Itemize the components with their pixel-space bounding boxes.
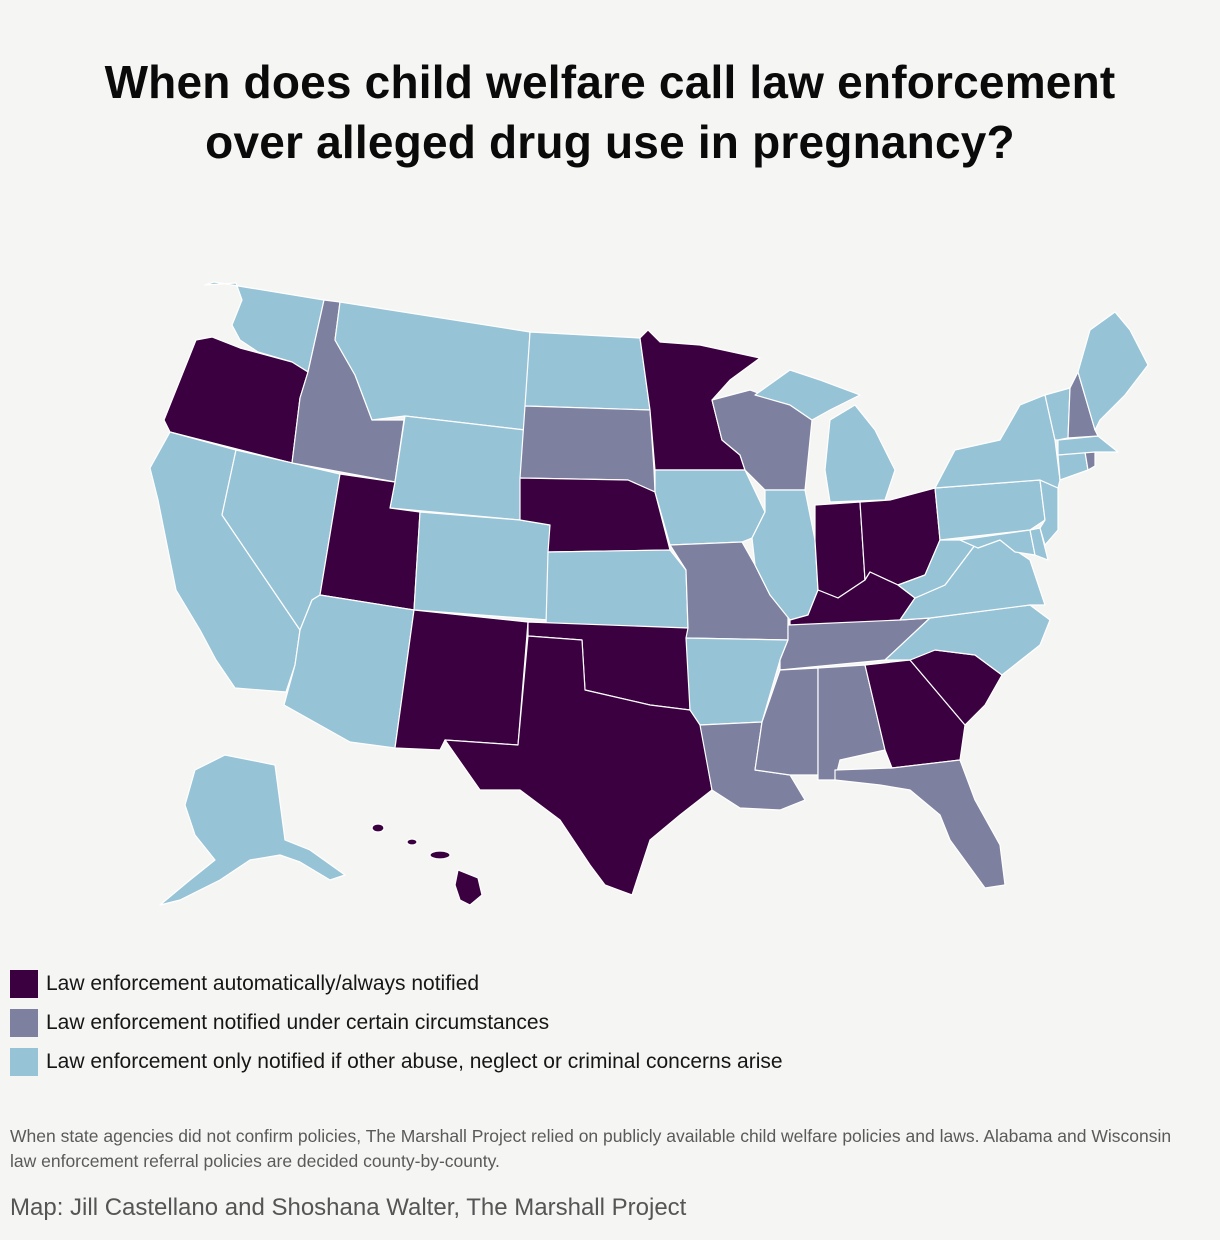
legend: Law enforcement automatically/always not… xyxy=(10,970,783,1087)
title-line-2: over alleged drug use in pregnancy? xyxy=(205,116,1015,168)
state-connecticut[interactable] xyxy=(1057,451,1089,481)
state-hawaii[interactable] xyxy=(371,823,483,906)
state-colorado[interactable] xyxy=(413,511,551,621)
legend-label-always: Law enforcement automatically/always not… xyxy=(46,972,480,995)
state-wyoming[interactable] xyxy=(389,415,526,521)
legend-swatch-other xyxy=(10,1048,38,1076)
legend-item-certain: Law enforcement notified under certain c… xyxy=(10,1009,783,1037)
state-michigan[interactable] xyxy=(824,404,896,503)
legend-item-other: Law enforcement only notified if other a… xyxy=(10,1048,783,1076)
map-credit: Map: Jill Castellano and Shoshana Walter… xyxy=(10,1194,687,1221)
state-iowa[interactable] xyxy=(654,469,766,546)
state-florida[interactable] xyxy=(834,759,1006,889)
state-north-dakota[interactable] xyxy=(524,331,651,411)
state-new-hampshire[interactable] xyxy=(1067,371,1099,439)
title-line-1: When does child welfare call law enforce… xyxy=(104,56,1116,108)
state-new-mexico[interactable] xyxy=(394,609,529,751)
methodology-note: When state agencies did not confirm poli… xyxy=(10,1126,1172,1171)
page-title: When does child welfare call law enforce… xyxy=(0,52,1220,172)
state-delaware[interactable] xyxy=(1029,527,1049,561)
state-kansas[interactable] xyxy=(545,549,689,629)
state-washington[interactable] xyxy=(204,281,325,373)
state-michigan-upper[interactable] xyxy=(754,369,861,421)
legend-label-other: Law enforcement only notified if other a… xyxy=(46,1050,783,1073)
legend-swatch-always xyxy=(10,970,38,998)
state-texas[interactable] xyxy=(444,635,713,896)
state-vermont[interactable] xyxy=(1044,387,1071,441)
state-indiana[interactable] xyxy=(814,501,866,599)
state-maine[interactable] xyxy=(1077,311,1149,431)
us-map-svg xyxy=(149,281,1149,906)
state-alaska[interactable] xyxy=(159,754,346,906)
legend-label-certain: Law enforcement notified under certain c… xyxy=(46,1011,550,1034)
state-new-york[interactable] xyxy=(934,394,1061,489)
legend-swatch-certain xyxy=(10,1009,38,1037)
legend-item-always: Law enforcement automatically/always not… xyxy=(10,970,783,998)
state-massachusetts[interactable] xyxy=(1057,435,1119,456)
us-map xyxy=(149,281,1149,906)
